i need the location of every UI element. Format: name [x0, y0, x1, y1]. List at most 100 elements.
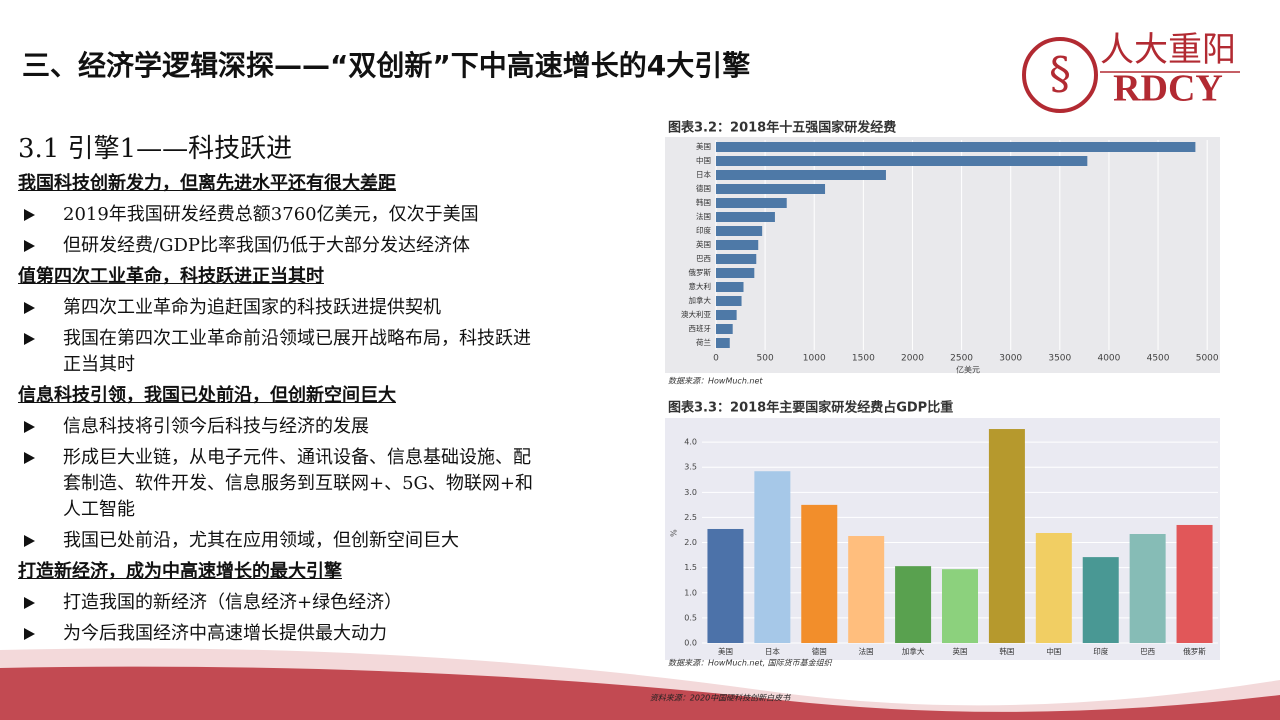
bar: [716, 156, 1088, 166]
x-tick-label: 3000: [999, 354, 1022, 364]
chart-title: 图表3.2：2018年十五强国家研发经费: [668, 120, 896, 136]
bullet-arrow: [24, 209, 35, 221]
bullet-text: 信息科技将引领今后科技与经济的发展: [63, 416, 369, 437]
bullet-arrow: [24, 628, 35, 640]
bullet-text: 我国已处前沿，尤其在应用领域，但创新空间巨大: [63, 530, 459, 551]
bullet-arrow: [24, 597, 35, 609]
bar: [716, 142, 1196, 152]
y-tick-label: 印度: [696, 225, 711, 235]
y-tick-label: 澳大利亚: [681, 309, 711, 319]
bar: [707, 528, 744, 643]
group-title: 值第四次工业革命，科技跃进正当其时: [18, 266, 324, 287]
bar: [716, 296, 742, 306]
y-tick-label: 0.5: [684, 613, 697, 622]
bar: [716, 324, 733, 334]
bullet-arrow: [24, 535, 35, 547]
bullet-text: 打造我国的新经济（信息经济+绿色经济）: [63, 592, 403, 613]
bar: [988, 429, 1025, 643]
bullet-arrow: [24, 421, 35, 433]
x-tick-label: 1500: [852, 354, 875, 364]
x-tick-label: 巴西: [1140, 647, 1155, 656]
y-tick-label: 韩国: [696, 197, 711, 207]
y-tick-label: 意大利: [689, 281, 712, 291]
logo-s: §: [1049, 49, 1071, 100]
footer-swoosh: [0, 666, 1280, 720]
bullet-text: 为今后我国经济中高速增长提供最大动力: [63, 623, 387, 644]
x-tick-label: 英国: [953, 646, 968, 656]
x-tick-label: 0: [713, 354, 719, 364]
x-tick-label: 3500: [1048, 354, 1071, 364]
bar: [1035, 533, 1072, 643]
bullet-item: 打造我国的新经济（信息经济+绿色经济）: [18, 590, 538, 616]
x-tick-label: 日本: [765, 646, 780, 656]
section-heading: 3.1 引擎1——科技跃进: [18, 134, 293, 164]
bullet-item: 信息科技将引领今后科技与经济的发展: [18, 414, 538, 440]
bar: [716, 268, 755, 278]
footer-source: 资料来源：2020中国硬科技创新白皮书: [650, 694, 791, 703]
bar: [848, 536, 885, 643]
y-tick-label: 俄罗斯: [689, 267, 712, 277]
bar: [716, 254, 757, 264]
y-tick-label: 西班牙: [689, 323, 712, 333]
logo-emblem: [1022, 37, 1098, 113]
logo-en: RDCY: [1113, 68, 1223, 110]
bullet-item: 但研发经费/GDP比率我国仍低于大部分发达经济体: [18, 233, 538, 259]
y-tick-label: 2.5: [684, 513, 697, 522]
bullet-arrow: [24, 302, 35, 314]
bar: [716, 282, 744, 292]
y-tick-label: 1.0: [684, 588, 697, 597]
y-axis-label: %: [670, 529, 679, 537]
x-tick-label: 法国: [859, 646, 874, 656]
slide-title: 三、经济学逻辑深探——“双创新”下中高速增长的4大引擎: [22, 49, 751, 82]
chart-title: 图表3.3：2018年主要国家研发经费占GDP比重: [668, 400, 953, 416]
y-tick-label: 德国: [696, 183, 711, 193]
x-tick-label: 印度: [1093, 646, 1109, 656]
y-tick-label: 4.0: [684, 438, 697, 447]
x-tick-label: 加拿大: [902, 646, 925, 656]
bullet-arrow: [24, 240, 35, 252]
bar: [716, 170, 886, 180]
x-tick-label: 4000: [1097, 354, 1120, 364]
x-axis-label: 亿美元: [956, 365, 980, 375]
x-tick-label: 德国: [812, 646, 827, 656]
bar: [1129, 534, 1166, 643]
bullet-text: 我国在第四次工业革命前沿领域已展开战略布局，科技跃进正当其时: [63, 328, 531, 375]
bar: [716, 184, 826, 194]
group-title: 信息科技引领，我国已处前沿，但创新空间巨大: [18, 385, 396, 406]
x-tick-label: 2500: [950, 354, 973, 364]
y-tick-label: 0.0: [684, 639, 697, 648]
bullet-arrow: [24, 333, 35, 345]
bar: [716, 240, 759, 250]
bar: [716, 198, 787, 208]
chart-source: 数据来源：HowMuch.net: [668, 377, 763, 386]
y-tick-label: 1.5: [684, 563, 697, 572]
bullet-text: 形成巨大业链，从电子元件、通讯设备、信息基础设施、配套制造、软件开发、信息服务到…: [63, 447, 533, 520]
bullet-list: 我国科技创新发力，但离先进水平还有很大差距 2019年我国研发经费总额3760亿美…: [18, 171, 558, 652]
y-tick-label: 巴西: [696, 254, 711, 263]
y-tick-label: 法国: [696, 211, 711, 221]
x-tick-label: 1000: [803, 354, 826, 364]
x-tick-label: 5000: [1196, 354, 1219, 364]
y-tick-label: 中国: [696, 155, 711, 165]
bar: [1082, 557, 1119, 643]
bar: [716, 310, 737, 320]
y-tick-label: 美国: [696, 141, 711, 151]
bullet-item: 为今后我国经济中高速增长提供最大动力: [18, 621, 538, 647]
bar: [716, 226, 763, 236]
y-tick-label: 3.5: [684, 463, 697, 472]
x-tick-label: 2000: [901, 354, 924, 364]
bar: [754, 471, 791, 643]
bullet-item: 形成巨大业链，从电子元件、通讯设备、信息基础设施、配套制造、软件开发、信息服务到…: [18, 445, 538, 523]
bar: [716, 338, 730, 348]
logo-cn: 人大重阳: [1100, 30, 1236, 70]
x-tick-label: 4500: [1147, 354, 1170, 364]
x-tick-label: 韩国: [999, 646, 1014, 656]
bar: [1176, 524, 1213, 643]
y-tick-label: 2.0: [684, 538, 697, 547]
x-tick-label: 美国: [718, 646, 733, 656]
y-tick-label: 日本: [696, 169, 711, 179]
bar: [716, 212, 775, 222]
y-tick-label: 加拿大: [689, 295, 712, 305]
y-tick-label: 英国: [696, 239, 711, 249]
